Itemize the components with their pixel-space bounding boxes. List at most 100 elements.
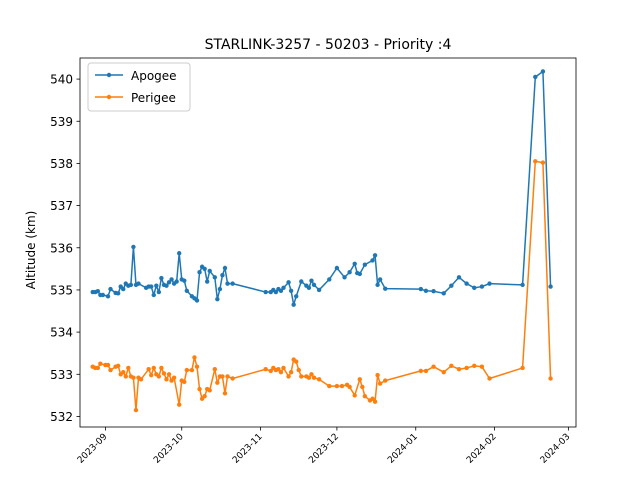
data-point-apogee-72 (357, 271, 362, 277)
data-point-apogee-62 (306, 285, 312, 291)
data-point-perigee-44 (220, 374, 225, 379)
data-point-perigee-76 (370, 396, 375, 401)
data-point-perigee-2 (95, 365, 101, 371)
data-point-perigee-14 (131, 375, 136, 380)
data-point-apogee-13 (128, 282, 134, 288)
data-point-perigee-92 (533, 159, 538, 164)
data-point-perigee-40 (207, 388, 212, 393)
data-point-apogee-87 (479, 284, 485, 289)
data-point-perigee-25 (164, 377, 169, 382)
data-point-apogee-79 (418, 286, 424, 292)
data-point-perigee-5 (105, 362, 111, 368)
data-point-perigee-32 (184, 367, 190, 373)
data-point-apogee-86 (472, 285, 477, 291)
data-point-perigee-79 (377, 381, 383, 386)
data-point-apogee-73 (362, 262, 368, 267)
legend-label-perigee: Perigee (131, 91, 176, 105)
data-point-apogee-92 (548, 284, 553, 289)
data-point-apogee-10 (121, 286, 126, 292)
data-point-perigee-84 (441, 369, 446, 375)
data-point-apogee-48 (230, 281, 235, 286)
legend-marker-apogee (106, 72, 112, 78)
data-point-perigee-18 (146, 367, 151, 372)
data-point-perigee-80 (383, 378, 388, 383)
data-point-apogee-29 (174, 279, 179, 284)
data-point-perigee-72 (357, 377, 362, 382)
data-point-apogee-20 (151, 292, 156, 298)
data-point-perigee-46 (225, 374, 230, 379)
data-point-perigee-73 (360, 384, 365, 390)
data-point-perigee-38 (202, 394, 207, 399)
data-point-perigee-8 (115, 363, 121, 369)
data-point-perigee-6 (108, 367, 113, 373)
data-point-apogee-22 (156, 289, 162, 295)
data-point-perigee-31 (182, 379, 187, 385)
legend-marker-perigee (106, 94, 112, 100)
data-point-perigee-28 (171, 375, 177, 380)
data-point-perigee-17 (138, 377, 144, 382)
data-point-apogee-44 (217, 286, 223, 292)
data-point-perigee-63 (309, 372, 314, 377)
data-point-apogee-91 (540, 69, 546, 74)
data-point-perigee-82 (423, 368, 429, 374)
data-point-apogee-52 (273, 289, 279, 295)
data-point-apogee-23 (159, 275, 164, 281)
data-point-apogee-47 (225, 281, 230, 286)
data-point-apogee-63 (309, 278, 314, 283)
data-point-apogee-57 (288, 288, 294, 293)
data-point-perigee-81 (418, 368, 424, 374)
series-layer (90, 69, 553, 413)
y-tick-label-536: 536 (50, 241, 73, 255)
data-point-apogee-75 (372, 253, 378, 258)
data-point-apogee-4 (100, 292, 106, 298)
data-point-perigee-34 (192, 355, 197, 360)
data-point-apogee-8 (115, 291, 121, 296)
data-point-perigee-54 (281, 365, 286, 371)
data-point-perigee-88 (472, 363, 477, 369)
data-point-perigee-87 (464, 365, 469, 371)
data-point-perigee-62 (306, 375, 312, 380)
data-point-apogee-59 (294, 294, 299, 299)
data-point-perigee-36 (197, 386, 202, 392)
y-tick-label-538: 538 (50, 157, 73, 171)
data-point-apogee-76 (375, 282, 380, 288)
data-point-perigee-48 (263, 367, 268, 372)
data-point-perigee-74 (362, 394, 368, 399)
data-point-perigee-35 (194, 364, 200, 369)
data-point-perigee-49 (268, 368, 273, 374)
data-point-perigee-77 (372, 399, 378, 404)
data-point-perigee-29 (177, 402, 182, 407)
y-tick-label-532: 532 (50, 410, 73, 424)
data-point-perigee-68 (339, 383, 345, 389)
data-point-apogee-41 (207, 268, 212, 274)
data-point-perigee-78 (375, 372, 380, 378)
data-point-apogee-67 (334, 265, 340, 271)
data-point-apogee-89 (520, 282, 525, 288)
data-point-apogee-49 (263, 289, 268, 295)
data-point-apogee-19 (149, 284, 154, 289)
data-point-apogee-37 (197, 270, 202, 275)
data-point-apogee-42 (212, 275, 218, 280)
y-tick-label-537: 537 (50, 199, 73, 213)
data-point-apogee-80 (423, 288, 429, 293)
data-point-perigee-66 (327, 383, 332, 389)
data-point-apogee-33 (184, 288, 190, 293)
data-point-apogee-84 (456, 275, 462, 280)
data-point-perigee-86 (456, 367, 462, 372)
data-point-perigee-26 (166, 372, 172, 377)
data-point-apogee-60 (299, 279, 304, 284)
data-point-perigee-52 (276, 367, 281, 372)
data-point-perigee-19 (149, 372, 154, 378)
data-point-apogee-70 (352, 261, 357, 266)
data-point-apogee-56 (286, 280, 291, 285)
data-point-apogee-26 (166, 280, 172, 285)
data-point-apogee-77 (377, 277, 383, 282)
data-point-perigee-23 (159, 365, 164, 371)
data-point-apogee-66 (327, 277, 332, 282)
data-point-apogee-5 (105, 294, 111, 299)
data-point-perigee-89 (479, 364, 485, 369)
data-point-perigee-94 (548, 376, 553, 381)
data-point-apogee-25 (164, 283, 169, 288)
data-point-apogee-14 (131, 244, 136, 250)
